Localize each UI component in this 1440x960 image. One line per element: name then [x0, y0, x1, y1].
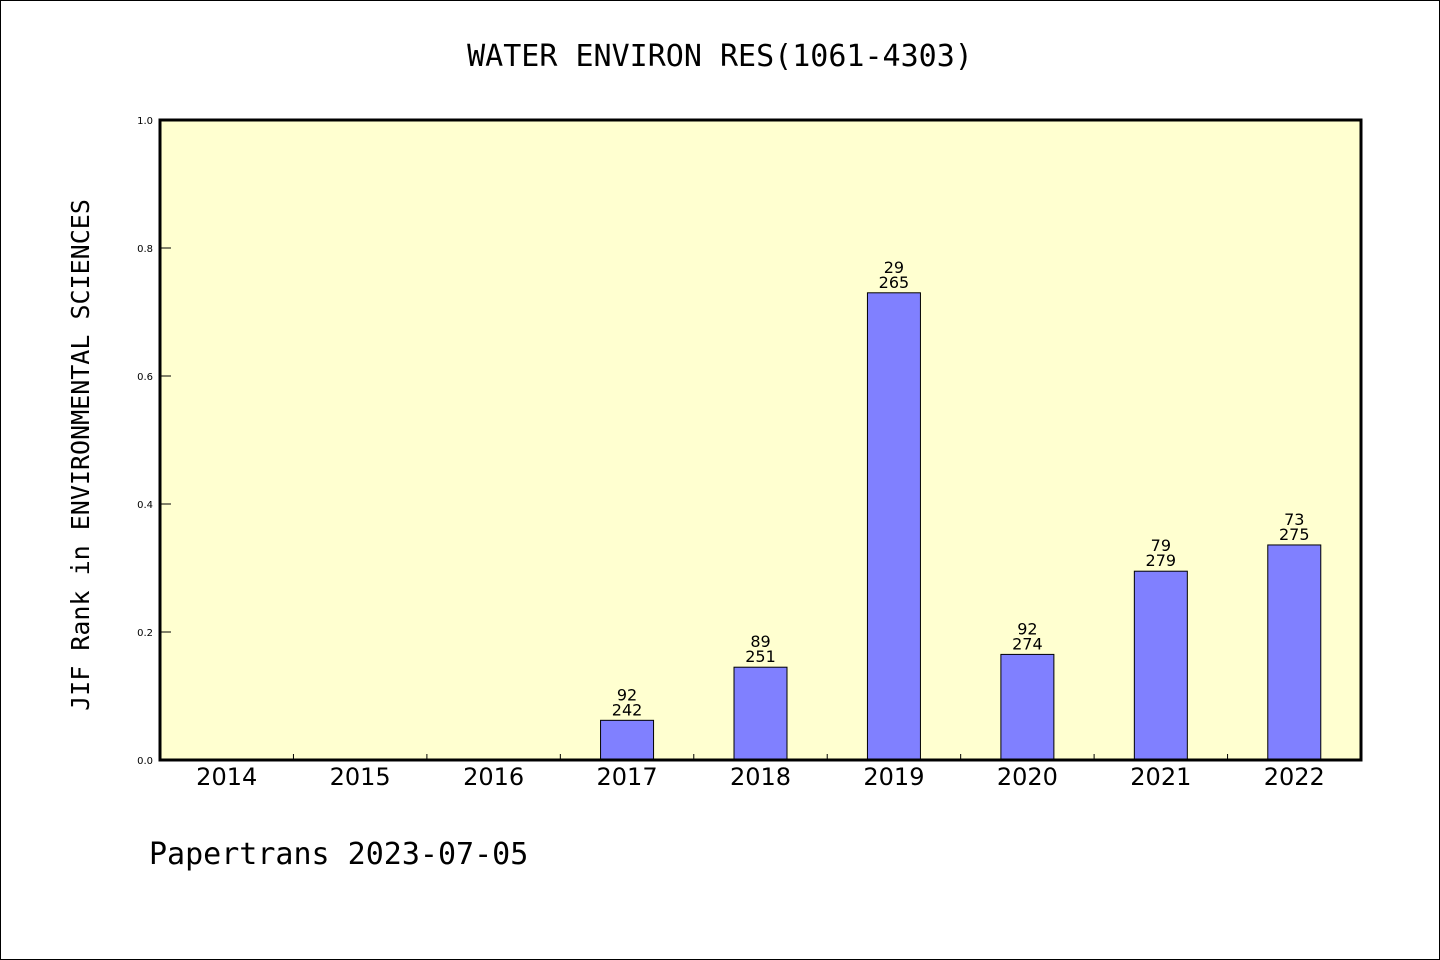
x-tick-label: 2019 — [863, 763, 924, 791]
bar — [1133, 570, 1188, 761]
bar-rank-label: 79 — [1151, 536, 1171, 555]
x-tick-label: 2022 — [1264, 763, 1325, 791]
chart-title: WATER ENVIRON RES(1061-4303) — [467, 39, 973, 74]
bar-total-label: 275 — [1279, 525, 1310, 544]
bar-rank-label: 92 — [1017, 619, 1037, 638]
y-tick-label: 0.8 — [137, 244, 153, 255]
bar — [866, 292, 921, 761]
y-axis-label: JIF Rank in ENVIRONMENTAL SCIENCES — [66, 199, 95, 711]
y-tick-label: 0.6 — [137, 372, 153, 383]
x-tick-label: 2016 — [463, 763, 524, 791]
x-tick-label: 2021 — [1130, 763, 1191, 791]
bar — [1000, 653, 1055, 761]
bar-total-label: 265 — [879, 273, 910, 292]
bar-total-label: 251 — [745, 647, 776, 666]
x-tick-label: 2020 — [997, 763, 1058, 791]
bar — [600, 719, 655, 761]
x-tick-label: 2014 — [196, 763, 257, 791]
bar-total-label: 274 — [1012, 634, 1043, 653]
y-tick-label: 0.0 — [137, 756, 153, 767]
x-ticks-group: 2014 2015 2016 2017 2018 2019 2020 2021 2022 — [196, 754, 1325, 791]
bar-rank-label: 92 — [617, 685, 637, 704]
footer-text: Papertrans 2023-07-05 — [149, 837, 528, 872]
y-tick-label: 0.4 — [137, 500, 153, 511]
x-tick-label: 2015 — [330, 763, 391, 791]
bar — [1267, 544, 1322, 761]
x-tick-label: 2017 — [597, 763, 658, 791]
x-tick-label: 2018 — [730, 763, 791, 791]
bar-rank-label: 29 — [884, 258, 904, 277]
bar-total-label: 279 — [1146, 551, 1177, 570]
bars-group — [600, 292, 1322, 761]
plot-border — [158, 118, 1363, 762]
y-tick-label: 0.2 — [137, 628, 153, 639]
bar-rank-label: 89 — [750, 632, 770, 651]
y-tick-label: 1.0 — [137, 116, 153, 127]
bar-rank-label: 73 — [1284, 510, 1304, 529]
bar-total-label: 242 — [612, 700, 643, 719]
bar — [733, 666, 788, 761]
